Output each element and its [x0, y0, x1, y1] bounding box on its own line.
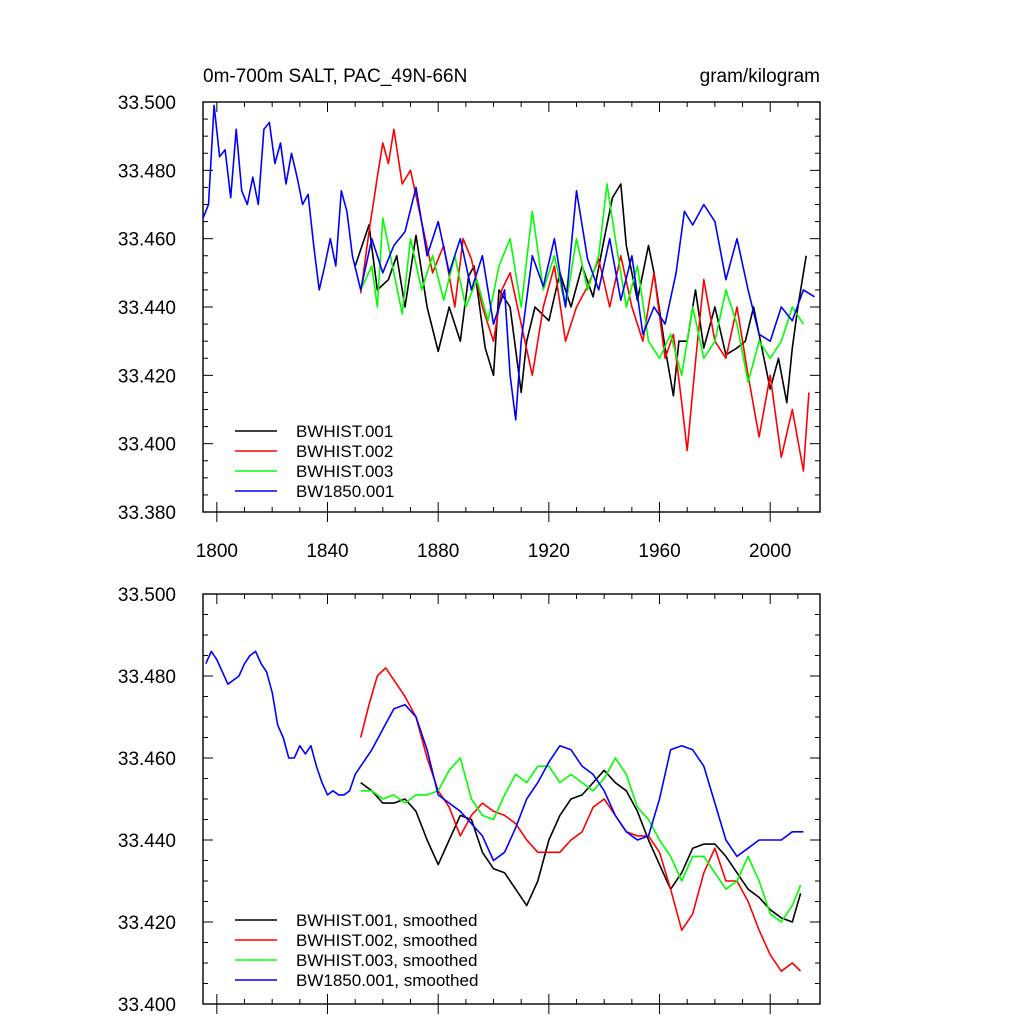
x-tick-label: 1840 — [306, 541, 348, 562]
top-panel: 0m-700m SALT, PAC_49N-66N gram/kilogram … — [118, 66, 821, 562]
y-tick-label: 33.380 — [118, 503, 176, 524]
legend-label: BWHIST.003, smoothed — [296, 951, 477, 970]
x-tick-label: 1880 — [417, 541, 459, 562]
series-line-bwhist-002-smoothed — [359, 666, 802, 973]
x-tick-label: 1960 — [638, 541, 680, 562]
series-line-bwhist-001 — [354, 183, 807, 404]
legend-label: BWHIST.001, smoothed — [296, 911, 477, 930]
y-tick-label: 33.440 — [118, 831, 176, 852]
y-tick-label: 33.460 — [118, 749, 176, 770]
axis-ticks — [203, 593, 820, 1014]
series-line-bwhist-001-smoothed — [360, 769, 802, 923]
x-tick-label: 1800 — [196, 541, 238, 562]
x-tick-label: 2000 — [749, 541, 791, 562]
legend-label: BW1850.001 — [296, 482, 394, 501]
y-tick-label: 33.420 — [118, 913, 176, 934]
y-tick-label: 33.400 — [118, 995, 176, 1016]
axis-ticks — [203, 101, 820, 522]
y-axis-labels: 33.500 33.480 33.460 33.440 33.420 33.400 — [118, 585, 176, 1016]
series-line-bwhist-003 — [359, 183, 805, 384]
series-line-bwhist-003-smoothed — [360, 757, 802, 923]
chart-title: 0m-700m SALT, PAC_49N-66N — [203, 66, 467, 87]
x-tick-label: 1920 — [528, 541, 570, 562]
y-tick-label: 33.480 — [118, 161, 176, 182]
y-tick-label: 33.440 — [118, 298, 176, 319]
x-axis-labels: 1800 1840 1880 1920 1960 2000 — [196, 541, 792, 562]
y-tick-label: 33.420 — [118, 366, 176, 387]
series-lines — [202, 104, 815, 472]
y-tick-label: 33.460 — [118, 230, 176, 251]
series-line-bw1850-001 — [202, 104, 815, 421]
units-label: gram/kilogram — [700, 66, 820, 87]
y-tick-label: 33.500 — [118, 585, 176, 606]
y-tick-label: 33.480 — [118, 667, 176, 688]
legend-label: BWHIST.002, smoothed — [296, 931, 477, 950]
legend-label: BWHIST.001 — [296, 422, 393, 441]
y-axis-labels: 33.500 33.480 33.460 33.440 33.420 33.400 33.3… — [118, 93, 176, 524]
legend-label: BW1850.001, smoothed — [296, 971, 478, 990]
y-tick-label: 33.400 — [118, 435, 176, 456]
series-line-bwhist-002 — [359, 128, 810, 472]
series-lines — [205, 650, 804, 973]
y-tick-label: 33.500 — [118, 93, 176, 114]
legend-label: BWHIST.002 — [296, 442, 393, 461]
series-line-bw1850-001-smoothed — [205, 650, 804, 862]
bottom-panel: 33.500 33.480 33.460 33.440 33.420 33.400 BWH… — [118, 585, 821, 1016]
legend-label: BWHIST.003 — [296, 462, 393, 481]
